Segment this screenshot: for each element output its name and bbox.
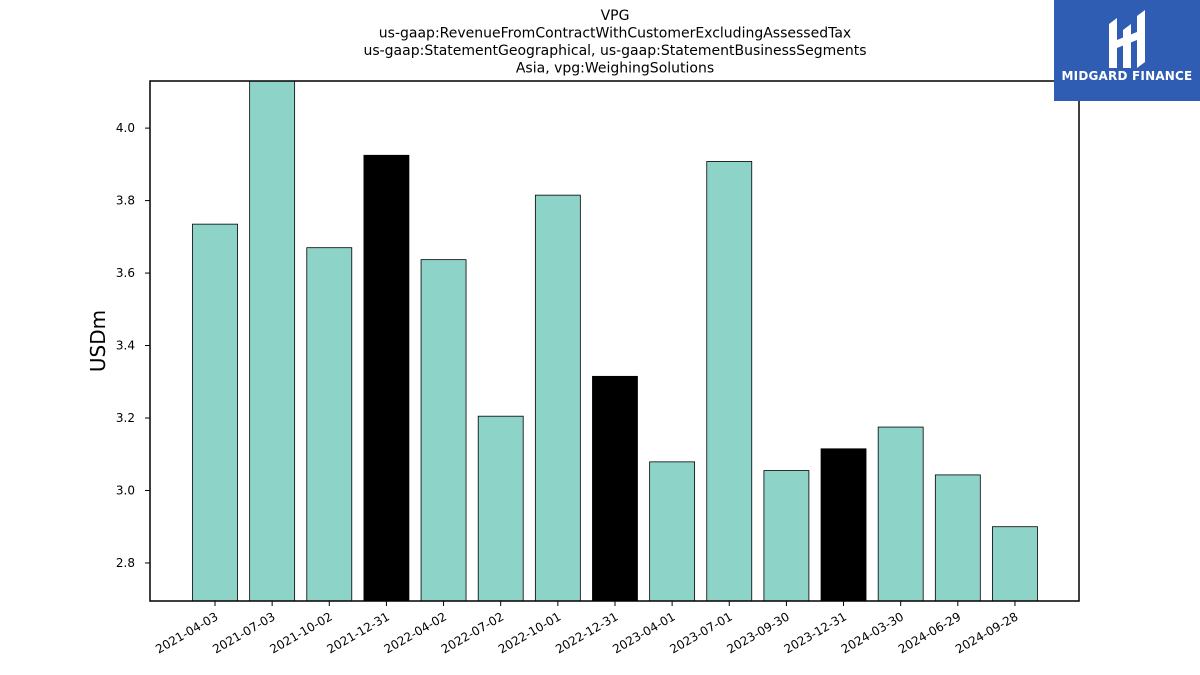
midgard-finance-logo: MIDGARD FINANCE — [1054, 0, 1200, 101]
x-tick-label: 2021-10-02 — [267, 609, 334, 656]
bar — [763, 470, 810, 601]
x-tick-label: 2024-03-30 — [839, 609, 906, 656]
x-tick-label: 2022-10-01 — [496, 609, 563, 656]
x-tick-label: 2023-04-01 — [610, 609, 677, 656]
x-tick-label: 2022-07-02 — [439, 609, 506, 656]
bars-group — [192, 81, 1038, 601]
y-tick-label: 3.4 — [116, 339, 135, 353]
bar — [877, 426, 924, 601]
midgard-logo-icon — [1109, 10, 1145, 68]
bar — [192, 223, 238, 601]
x-tick-label: 2021-12-31 — [325, 609, 392, 656]
x-tick-label: 2023-09-30 — [724, 609, 791, 656]
x-tick-label: 2021-07-03 — [210, 609, 277, 656]
y-tick-label: 4.0 — [116, 121, 135, 135]
y-tick-label: 3.2 — [116, 411, 135, 425]
x-tick-label: 2024-09-28 — [953, 609, 1020, 656]
title-line: VPG — [601, 8, 630, 24]
plot-frame — [149, 80, 1080, 602]
y-tick-label: 3.0 — [116, 483, 135, 497]
logo-text: MIDGARD FINANCE — [1061, 69, 1193, 83]
x-tick-label: 2023-12-31 — [782, 609, 849, 656]
bar — [363, 154, 410, 601]
bar — [306, 247, 353, 601]
x-tick-label: 2024-06-29 — [896, 609, 963, 656]
title-line: Asia, vpg:WeighingSolutions — [516, 61, 714, 77]
bar — [249, 81, 296, 601]
y-axis-label: USDm — [86, 310, 110, 372]
bar — [649, 461, 696, 601]
bar — [534, 194, 581, 601]
bar — [420, 259, 467, 601]
bar — [820, 448, 867, 601]
y-tick-label: 3.6 — [116, 266, 135, 280]
y-tick-label: 2.8 — [116, 556, 135, 570]
bar — [706, 161, 753, 601]
bar — [477, 415, 524, 601]
x-axis-ticks: 2021-04-032021-07-032021-10-022021-12-31… — [153, 601, 1020, 656]
bar — [934, 474, 981, 601]
bar — [592, 375, 638, 601]
bar — [992, 526, 1038, 601]
title-line: us-gaap:RevenueFromContractWithCustomerE… — [379, 26, 851, 42]
x-tick-label: 2023-07-01 — [667, 609, 734, 656]
y-tick-label: 3.8 — [116, 194, 135, 208]
chart-title: VPG us-gaap:RevenueFromContractWithCustom… — [363, 8, 866, 77]
x-tick-label: 2022-12-31 — [553, 609, 620, 656]
x-tick-label: 2022-04-02 — [382, 609, 449, 656]
x-tick-label: 2021-04-03 — [153, 609, 220, 656]
y-axis-ticks: 2.8 3.0 3.2 3.4 3.6 3.8 4.0 — [116, 121, 150, 570]
title-line: us-gaap:StatementGeographical, us-gaap:S… — [363, 43, 866, 59]
